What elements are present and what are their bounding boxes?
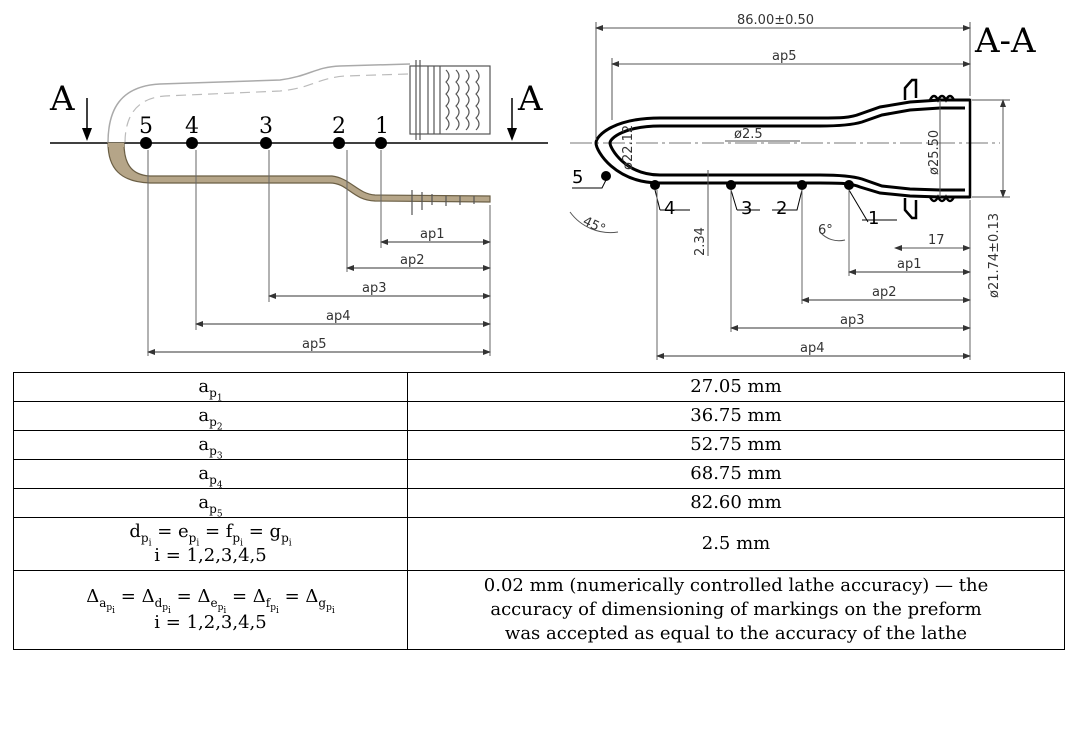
table-row: Δapi = Δdpi = Δepi = Δfpi = Δgpi i = 1,2… <box>13 570 1065 650</box>
accuracy-text-line: was accepted as equal to the accuracy of… <box>504 623 968 644</box>
section-point-1: 1 <box>868 208 879 229</box>
point-label-5: 5 <box>139 114 153 139</box>
parameters-table: ap1 27.05 mm ap2 36.75 mm ap3 52.75 mm a… <box>13 372 1065 650</box>
dim-label-ap4: ap4 <box>326 309 351 324</box>
section-dim-ap5: ap5 <box>772 49 797 64</box>
dim-label-ap3: ap3 <box>362 281 387 296</box>
section-letter-left: A <box>49 79 75 119</box>
table-row: ap2 36.75 mm <box>13 401 1065 431</box>
section-point-2: 2 <box>776 198 787 219</box>
angle-45: 45° <box>580 214 607 237</box>
table-row: dpi = epi = fpi = gpi i = 1,2,3,4,5 2.5 … <box>13 517 1065 571</box>
section-dim-ap1: ap1 <box>897 257 922 272</box>
hole-diameter: ø2.5 <box>734 127 763 142</box>
section-point-3: 3 <box>741 198 752 219</box>
section-title: A-A <box>974 21 1036 61</box>
accuracy-text-line: accuracy of dimensioning of markings on … <box>490 599 982 620</box>
param-value: 82.60 mm <box>407 488 1065 518</box>
param-symbol: ap1 <box>13 372 408 402</box>
dim-label-ap5: ap5 <box>302 337 327 352</box>
point-label-4: 4 <box>185 114 199 139</box>
param-symbol: Δapi = Δdpi = Δepi = Δfpi = Δgpi i = 1,2… <box>13 570 408 650</box>
index-range: i = 1,2,3,4,5 <box>154 611 267 633</box>
section-dim-ap2: ap2 <box>872 285 897 300</box>
angle-6: 6° <box>818 223 833 238</box>
param-value: 68.75 mm <box>407 459 1065 489</box>
section-point-4: 4 <box>664 198 675 219</box>
param-symbol: ap3 <box>13 430 408 460</box>
section-letter-right: A <box>517 79 543 119</box>
overall-length: 86.00±0.50 <box>737 13 814 28</box>
param-symbol: ap4 <box>13 459 408 489</box>
table-row: ap1 27.05 mm <box>13 372 1065 402</box>
table-row: ap3 52.75 mm <box>13 430 1065 460</box>
table-row: ap4 68.75 mm <box>13 459 1065 489</box>
section-point-5: 5 <box>572 167 583 188</box>
left-preform-view: A A 1 2 3 4 5 <box>49 60 548 356</box>
param-value: 0.02 mm (numerically controlled lathe ac… <box>407 570 1065 650</box>
point-label-2: 2 <box>332 114 346 139</box>
index-range: i = 1,2,3,4,5 <box>154 545 267 566</box>
wall-thickness: 2.34 <box>693 227 708 256</box>
right-section-view: A-A 1 2 3 4 5 <box>569 13 1036 360</box>
preform-drawings: A A 1 2 3 4 5 <box>49 13 1036 360</box>
param-symbol: ap5 <box>13 488 408 518</box>
accuracy-text-line: 0.02 mm (numerically controlled lathe ac… <box>483 575 989 596</box>
param-value: 2.5 mm <box>407 517 1065 571</box>
point-label-1: 1 <box>375 114 389 139</box>
table-row: ap5 82.60 mm <box>13 488 1065 518</box>
point-label-3: 3 <box>259 114 273 139</box>
inner-diameter-2: ø25.50 <box>927 130 942 175</box>
section-dim-ap4: ap4 <box>800 341 825 356</box>
dim-label-ap1: ap1 <box>420 227 445 242</box>
outer-diameter: ø21.74±0.13 <box>987 213 1002 298</box>
inner-diameter-1: ø22.12 <box>621 125 636 170</box>
param-symbol: dpi = epi = fpi = gpi i = 1,2,3,4,5 <box>13 517 408 571</box>
param-value: 52.75 mm <box>407 430 1065 460</box>
param-value: 36.75 mm <box>407 401 1065 431</box>
param-value: 27.05 mm <box>407 372 1065 402</box>
section-dim-ap3: ap3 <box>840 313 865 328</box>
dim-label-ap2: ap2 <box>400 253 425 268</box>
neck-length: 17 <box>928 233 945 248</box>
param-symbol: ap2 <box>13 401 408 431</box>
